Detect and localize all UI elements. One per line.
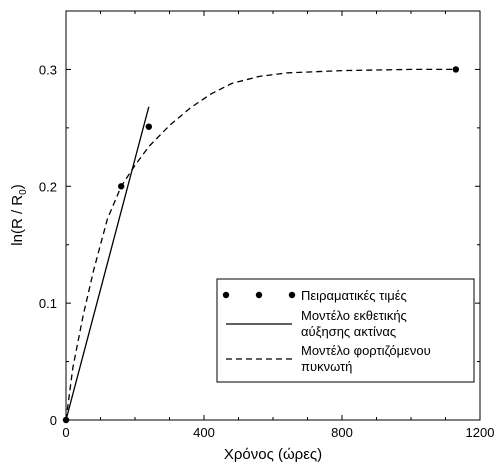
exponential-model-line	[65, 106, 150, 421]
legend: Πειραματικές τιμές Μοντέλο εκθετικής αύξ…	[216, 278, 475, 383]
legend-label-exponential-2: αύξησης ακτίνας	[301, 324, 396, 339]
y-axis-label-close: )	[9, 184, 26, 189]
y-tick-label-3: 0.3	[39, 62, 57, 77]
series-layer	[62, 66, 460, 424]
legend-dot-1	[222, 291, 230, 299]
y-tick-label-2: 0.2	[39, 179, 57, 194]
x-tick-label-800: 800	[331, 425, 353, 440]
x-tick-label-400: 400	[193, 425, 215, 440]
y-axis-label-subscript: 0	[18, 189, 29, 195]
legend-label-capacitor-2: πυκνωτή	[301, 359, 352, 374]
legend-dot-2	[255, 291, 263, 299]
x-tick-label-1200: 1200	[466, 425, 495, 440]
y-axis-label-main: ln(R / R	[9, 195, 26, 246]
data-point-3	[452, 66, 460, 73]
x-axis-label: Χρόνος (ώρες)	[224, 446, 322, 463]
legend-dot-3	[288, 291, 296, 299]
x-tick-label-0: 0	[62, 425, 69, 440]
legend-label-exponential-1: Μοντέλο εκθετικής	[301, 308, 407, 323]
data-point-2	[145, 123, 152, 130]
y-axis-label: ln(R / R0)	[9, 184, 29, 245]
y-tick-label-1: 0.1	[39, 296, 57, 311]
axis-ticks: 0 400 800 1200 0 0.1 0.2 0.3	[39, 11, 495, 440]
y-tick-label-0: 0	[50, 413, 57, 428]
legend-label-capacitor-1: Μοντέλο φορτιζόμενου	[301, 343, 431, 358]
legend-marker-experimental	[222, 291, 296, 299]
legend-label-experimental: Πειραματικές τιμές	[301, 288, 407, 303]
